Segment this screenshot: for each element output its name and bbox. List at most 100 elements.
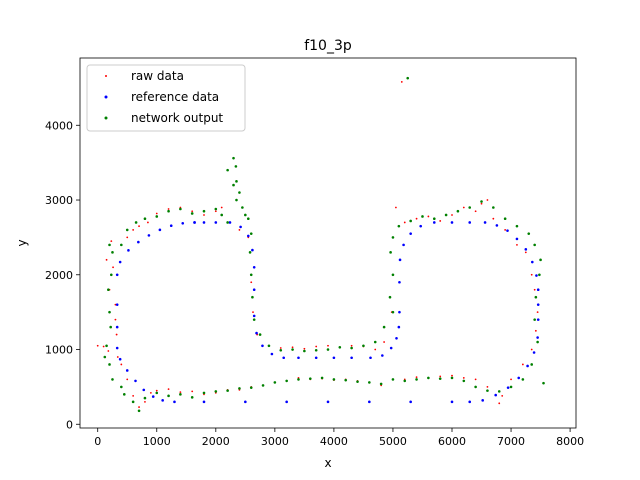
data-point [486,199,489,201]
data-point [96,344,99,347]
data-point [167,394,170,398]
data-point [403,221,406,224]
data-point [382,325,386,329]
data-point [391,378,395,381]
data-point [132,394,135,397]
data-point [291,346,294,349]
data-point [303,349,306,353]
data-point [261,384,265,387]
data-point [261,344,264,348]
legend-box [86,64,246,132]
data-point [142,388,146,392]
data-point [144,400,146,403]
data-point [332,378,336,381]
data-point [391,273,395,277]
data-point [105,258,108,261]
data-point [118,260,122,264]
data-point [510,378,512,381]
data-point [244,213,247,217]
data-point [158,228,162,232]
data-point [248,251,252,254]
data-point [419,224,423,228]
data-point [492,206,495,209]
data-point [456,209,460,213]
data-point [509,385,513,389]
data-point [397,224,401,228]
data-point [391,236,395,239]
x-tick-label: 7000 [497,435,525,448]
chart-title: f10_3p [304,38,352,54]
data-point [125,369,129,372]
x-tick-label: 1000 [143,435,171,448]
data-point [203,214,205,216]
data-point [191,390,194,393]
data-point [155,389,158,392]
data-point [155,391,159,395]
data-point [167,209,170,213]
data-point [368,400,371,404]
data-point [534,295,538,299]
data-point [239,225,242,229]
data-point [468,400,472,404]
y-tick-label: 1000 [45,344,73,357]
data-point [515,237,519,241]
data-point [389,251,392,254]
data-point [246,234,250,238]
data-point [451,214,453,216]
data-point [530,363,534,366]
data-point [118,357,122,361]
data-point [147,221,149,224]
data-point [524,248,528,251]
x-tick-label: 3000 [261,435,289,448]
data-point [267,344,271,348]
data-point [536,336,539,339]
data-point [116,356,119,358]
data-point [220,206,223,209]
data-point [474,385,477,389]
data-point [297,378,300,381]
data-point [421,215,424,218]
data-point [389,346,393,350]
data-point [439,375,442,378]
data-point [134,379,137,383]
data-point [258,333,262,336]
series-2 [103,76,545,413]
data-point [539,258,542,262]
data-point [107,288,110,292]
data-point [532,351,536,354]
data-point [202,221,206,224]
data-point [114,318,117,321]
data-point [235,180,238,183]
data-point [279,347,282,349]
data-point [403,379,407,383]
data-point [506,229,509,232]
data-point [481,399,485,402]
data-point [338,345,342,349]
data-point [402,243,405,247]
data-point [137,240,140,244]
data-point [450,221,454,224]
data-point [373,340,377,344]
data-point [270,352,274,356]
data-point [486,385,489,388]
data-point [112,266,114,269]
data-point [122,393,126,396]
data-point [202,400,206,404]
data-point [103,355,107,359]
y-tick-label: 2000 [45,269,73,282]
data-point [438,377,442,380]
data-point [114,303,117,306]
data-point [517,376,521,380]
x-tick-label: 5000 [379,435,407,448]
data-point [400,81,403,83]
data-point [432,217,436,221]
legend-marker [104,116,108,120]
data-point [252,314,256,318]
data-point [536,318,540,321]
data-point [251,248,254,252]
data-point [503,217,507,221]
legend: raw data reference data network output [86,64,246,132]
data-point [202,209,206,213]
data-point [415,378,418,381]
data-point [181,221,185,225]
